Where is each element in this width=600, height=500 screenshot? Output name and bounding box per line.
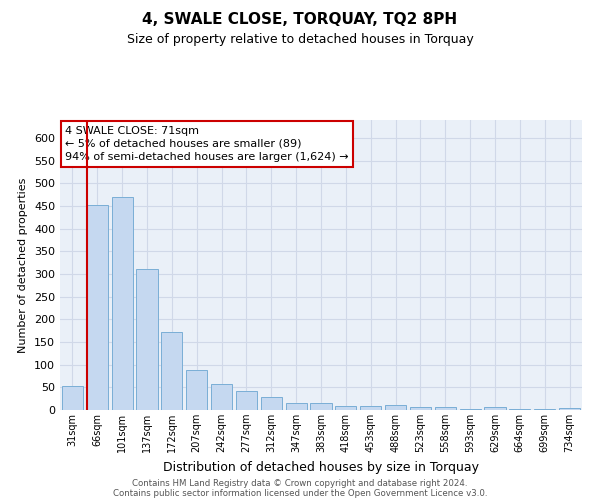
X-axis label: Distribution of detached houses by size in Torquay: Distribution of detached houses by size …: [163, 460, 479, 473]
Text: 4, SWALE CLOSE, TORQUAY, TQ2 8PH: 4, SWALE CLOSE, TORQUAY, TQ2 8PH: [142, 12, 458, 28]
Bar: [186, 370, 207, 410]
Text: Contains HM Land Registry data © Crown copyright and database right 2024.: Contains HM Land Registry data © Crown c…: [132, 478, 468, 488]
Bar: [509, 409, 530, 410]
Bar: [62, 386, 83, 410]
Bar: [484, 407, 506, 410]
Bar: [286, 403, 307, 410]
Bar: [261, 397, 282, 410]
Bar: [410, 407, 431, 410]
Text: Contains public sector information licensed under the Open Government Licence v3: Contains public sector information licen…: [113, 488, 487, 498]
Bar: [112, 196, 133, 410]
Bar: [87, 205, 108, 410]
Bar: [161, 332, 182, 410]
Bar: [360, 406, 381, 410]
Bar: [460, 409, 481, 410]
Bar: [310, 403, 332, 410]
Bar: [335, 406, 356, 410]
Bar: [534, 409, 555, 410]
Bar: [211, 384, 232, 410]
Bar: [435, 407, 456, 410]
Bar: [385, 406, 406, 410]
Bar: [136, 268, 158, 410]
Bar: [236, 392, 257, 410]
Text: 4 SWALE CLOSE: 71sqm
← 5% of detached houses are smaller (89)
94% of semi-detach: 4 SWALE CLOSE: 71sqm ← 5% of detached ho…: [65, 126, 349, 162]
Text: Size of property relative to detached houses in Torquay: Size of property relative to detached ho…: [127, 32, 473, 46]
Bar: [559, 408, 580, 410]
Y-axis label: Number of detached properties: Number of detached properties: [19, 178, 28, 352]
